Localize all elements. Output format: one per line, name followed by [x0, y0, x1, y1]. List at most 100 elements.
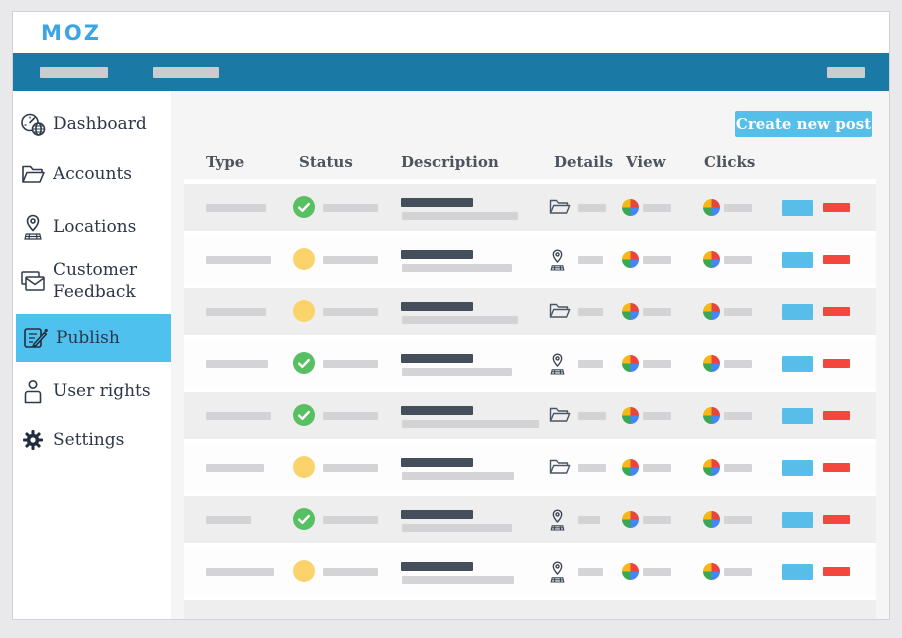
nav-menu-item-placeholder[interactable] — [40, 66, 108, 78]
view-placeholder — [643, 256, 671, 264]
clicks-pie-chart-icon — [703, 459, 720, 476]
table-row[interactable] — [184, 496, 876, 543]
sidebar-item-accounts[interactable]: Accounts — [13, 158, 171, 190]
status-placeholder — [323, 412, 378, 420]
view-placeholder — [643, 308, 671, 316]
status-approved-check-icon — [293, 196, 315, 218]
clicks-placeholder — [724, 412, 752, 420]
details-placeholder — [578, 360, 603, 368]
danger-action-placeholder[interactable] — [823, 567, 850, 576]
clicks-placeholder — [724, 204, 752, 212]
table-row[interactable] — [184, 236, 876, 283]
danger-action-placeholder[interactable] — [823, 515, 850, 524]
table-row[interactable] — [184, 548, 876, 595]
view-pie-chart-icon — [622, 303, 639, 320]
primary-action-button-placeholder[interactable] — [782, 512, 813, 528]
clicks-placeholder — [724, 516, 752, 524]
description-text-placeholder — [402, 316, 518, 324]
location-pin-icon — [13, 214, 53, 241]
view-pie-chart-icon — [622, 199, 639, 216]
danger-action-placeholder[interactable] — [823, 255, 850, 264]
danger-action-placeholder[interactable] — [823, 359, 850, 368]
feedback-envelope-icon — [13, 270, 53, 292]
clicks-placeholder — [724, 568, 752, 576]
type-placeholder — [206, 568, 274, 576]
view-placeholder — [643, 412, 671, 420]
description-title-placeholder — [401, 250, 473, 259]
table-row[interactable] — [184, 288, 876, 335]
description-title-placeholder — [401, 302, 473, 311]
status-placeholder — [323, 568, 378, 576]
primary-action-button-placeholder[interactable] — [782, 460, 813, 476]
details-placeholder — [578, 308, 603, 316]
clicks-placeholder — [724, 464, 752, 472]
description-text-placeholder — [402, 264, 512, 272]
sidebar-item-user-rights[interactable]: User rights — [13, 375, 171, 407]
clicks-pie-chart-icon — [703, 407, 720, 424]
status-placeholder — [323, 204, 378, 212]
danger-action-placeholder[interactable] — [823, 411, 850, 420]
type-placeholder — [206, 412, 271, 420]
nav-right-item-placeholder[interactable] — [827, 66, 865, 78]
description-title-placeholder — [401, 562, 473, 571]
sidebar-item-label: Accounts — [53, 163, 133, 184]
primary-action-button-placeholder[interactable] — [782, 356, 813, 372]
view-pie-chart-icon — [622, 251, 639, 268]
details-placeholder — [578, 412, 606, 420]
description-title-placeholder — [401, 198, 473, 207]
details-folder-icon — [548, 197, 572, 219]
table-row[interactable] — [184, 184, 876, 231]
column-header-details: Details — [554, 153, 614, 171]
danger-action-placeholder[interactable] — [823, 203, 850, 212]
type-placeholder — [206, 360, 268, 368]
view-pie-chart-icon — [622, 355, 639, 372]
publish-note-icon — [16, 326, 56, 350]
create-new-post-button[interactable]: Create new post — [735, 111, 872, 137]
danger-action-placeholder[interactable] — [823, 463, 850, 472]
description-text-placeholder — [402, 524, 512, 532]
clicks-pie-chart-icon — [703, 303, 720, 320]
view-pie-chart-icon — [622, 563, 639, 580]
clicks-pie-chart-icon — [703, 563, 720, 580]
sidebar-item-customer-feedback[interactable]: Customer Feedback — [13, 256, 171, 306]
posts-table — [184, 179, 876, 619]
primary-action-button-placeholder[interactable] — [782, 252, 813, 268]
danger-action-placeholder[interactable] — [823, 307, 850, 316]
sidebar-item-locations[interactable]: Locations — [13, 211, 171, 243]
clicks-pie-chart-icon — [703, 511, 720, 528]
clicks-pie-chart-icon — [703, 355, 720, 372]
top-bar: MOZ — [13, 12, 889, 53]
primary-action-button-placeholder[interactable] — [782, 408, 813, 424]
sidebar-item-label: Publish — [56, 327, 120, 348]
details-location-pin-icon — [548, 509, 572, 531]
accounts-folder-icon — [13, 163, 53, 185]
type-placeholder — [206, 256, 271, 264]
sidebar-item-label: Dashboard — [53, 113, 147, 134]
status-pending-dot-icon — [293, 300, 315, 322]
status-placeholder — [323, 256, 378, 264]
user-icon — [13, 379, 53, 404]
gear-icon — [13, 428, 53, 452]
primary-action-button-placeholder[interactable] — [782, 564, 813, 580]
type-placeholder — [206, 516, 251, 524]
nav-menu-item-placeholder[interactable] — [153, 66, 219, 78]
sidebar-item-publish[interactable]: Publish — [16, 314, 171, 362]
primary-action-button-placeholder[interactable] — [782, 304, 813, 320]
details-placeholder — [578, 204, 606, 212]
description-text-placeholder — [402, 368, 512, 376]
main-navbar — [13, 53, 889, 91]
column-header-clicks: Clicks — [704, 153, 756, 171]
clicks-placeholder — [724, 308, 752, 316]
sidebar-item-settings[interactable]: Settings — [13, 424, 171, 456]
dashboard-icon — [13, 112, 53, 137]
status-pending-dot-icon — [293, 456, 315, 478]
type-placeholder — [206, 464, 264, 472]
primary-action-button-placeholder[interactable] — [782, 200, 813, 216]
view-pie-chart-icon — [622, 407, 639, 424]
table-row[interactable] — [184, 392, 876, 439]
status-approved-check-icon — [293, 404, 315, 426]
table-row[interactable] — [184, 444, 876, 491]
sidebar-item-dashboard[interactable]: Dashboard — [13, 108, 171, 140]
table-row-partial[interactable] — [184, 600, 876, 619]
table-row[interactable] — [184, 340, 876, 387]
